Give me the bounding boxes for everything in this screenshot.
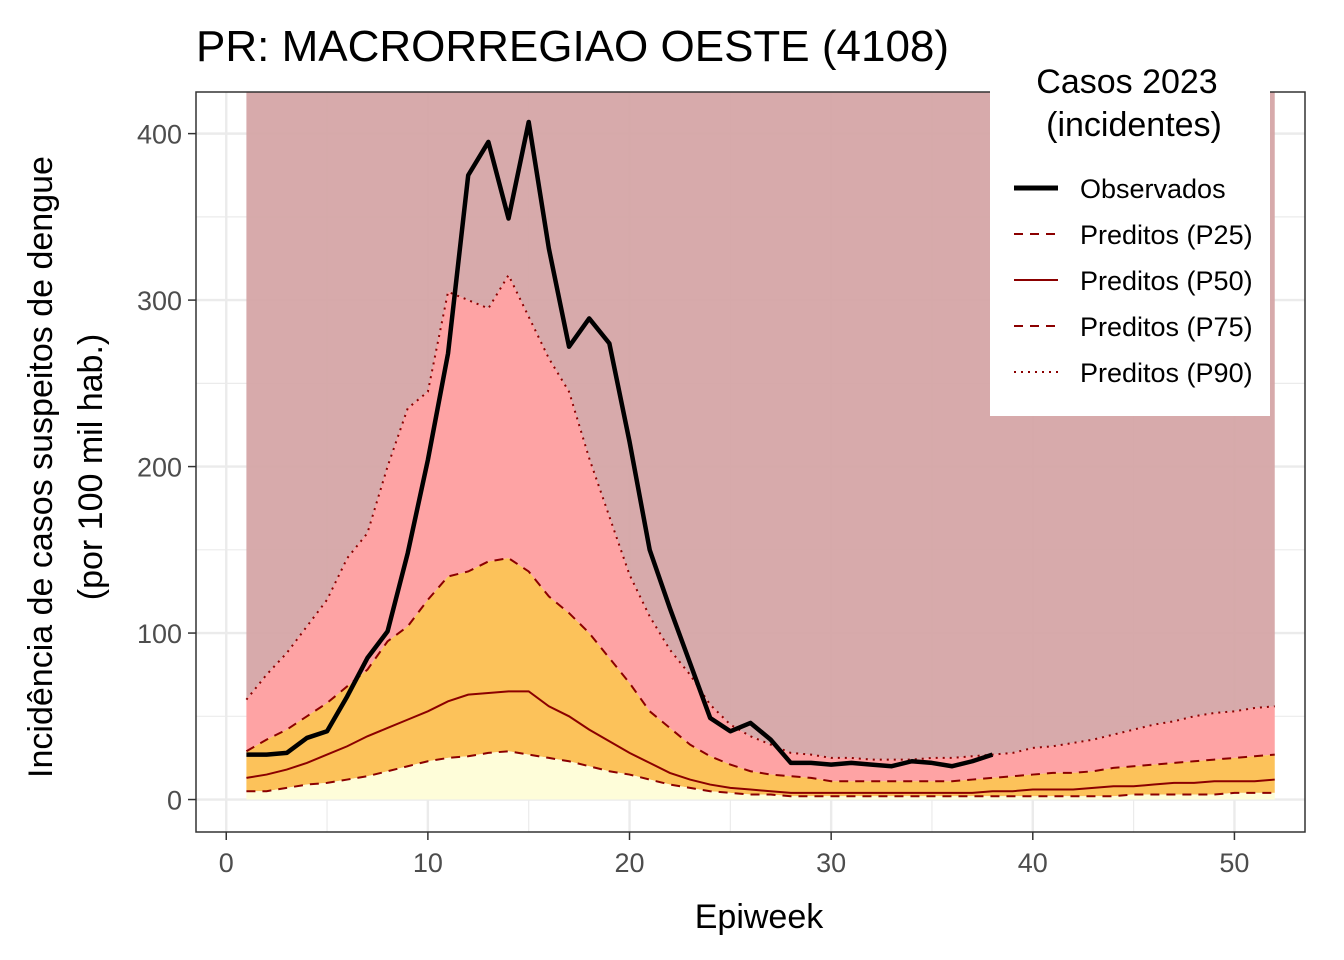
x-tick-label: 10 [413,848,443,878]
series-lines [245,119,1275,798]
x-axis-title: Epiweek [695,898,825,936]
x-tick-label: 0 [219,848,234,878]
series-line-p50 [246,690,1275,794]
legend-title-line2: (incidentes) [1046,106,1222,144]
y-tick-label: 200 [137,453,182,483]
legend-title-line1: Casos 2023 [1036,63,1217,101]
legend-items: Observados Preditos (P25) Preditos (P50) Pr… [1014,174,1253,388]
legend-label: Preditos (P25) [1080,220,1253,250]
x-tick-label: 40 [1018,848,1048,878]
y-axis: 0 100 200 300 400 [137,120,196,816]
plot-border [195,91,1306,833]
x-tick-label: 30 [816,848,846,878]
y-tick-label: 300 [137,286,182,316]
band-below-p25 [246,751,1275,800]
y-tick-label: 100 [137,619,182,649]
band-p75-p90 [246,275,1275,782]
series-line-observed [246,119,994,769]
legend-label: Preditos (P90) [1080,358,1253,388]
series-line-p75 [245,557,1275,783]
x-tick-label: 20 [614,848,644,878]
y-axis-title-line2: (por 100 mil hab.) [72,334,110,600]
legend: Casos 2023 (incidentes) Observados Predit… [990,56,1270,416]
plot-frame [195,91,1306,833]
series-line-p90 [245,273,1275,761]
legend-background [990,56,1270,416]
x-tick-label: 50 [1219,848,1249,878]
y-tick-label: 400 [137,120,182,150]
legend-label: Preditos (P50) [1080,266,1253,296]
y-axis-title: Incidência de casos suspeitos de dengue … [22,156,110,778]
chart-title: PR: MACRORREGIAO OESTE (4108) [196,22,949,71]
x-axis: 0 10 20 30 40 50 [219,832,1249,878]
y-tick-label: 0 [167,786,182,816]
band-p25-p75 [246,558,1275,797]
legend-label: Observados [1080,174,1226,204]
y-axis-title-line1: Incidência de casos suspeitos de dengue [22,156,60,778]
series-line-p25 [246,750,1275,798]
legend-label: Preditos (P75) [1080,312,1253,342]
